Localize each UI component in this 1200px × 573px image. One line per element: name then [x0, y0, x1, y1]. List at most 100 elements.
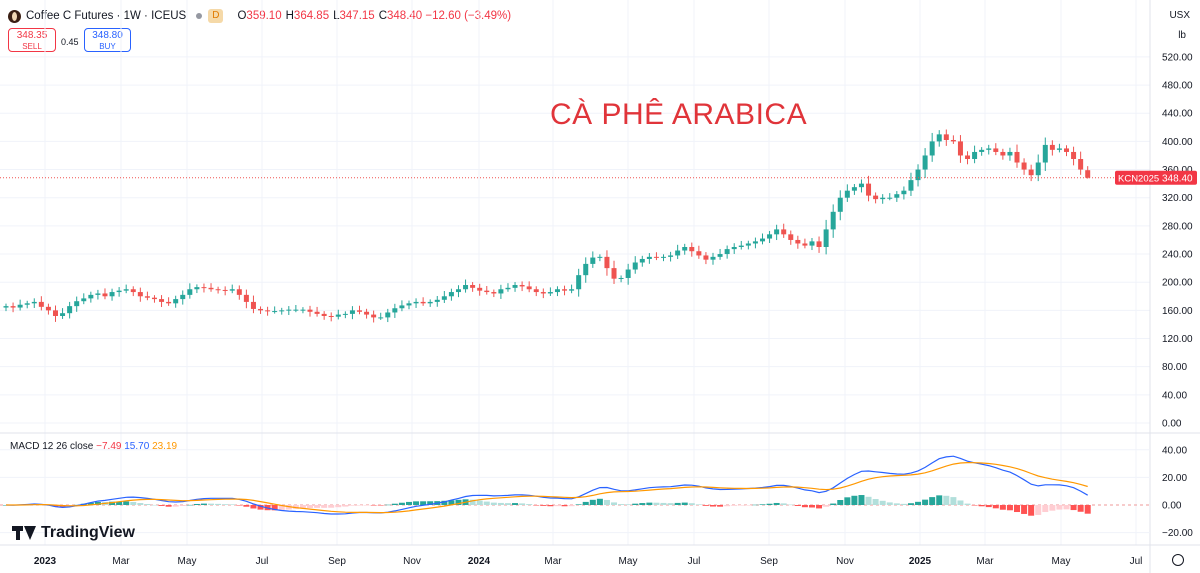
candle-body — [385, 312, 391, 318]
macd-histogram-bar — [879, 500, 886, 505]
macd-histogram-bar — [872, 499, 879, 505]
macd-histogram-bar — [278, 505, 285, 511]
macd-histogram-bar — [427, 501, 434, 505]
candle-body — [427, 301, 433, 304]
macd-histogram-bar — [625, 504, 632, 505]
candle-body — [67, 306, 73, 314]
candle-body — [795, 239, 801, 244]
macd-histogram-bar — [596, 498, 603, 505]
last-price-tag — [1115, 170, 1197, 185]
candle-body — [710, 256, 716, 260]
settings-gear-icon[interactable] — [1172, 554, 1184, 566]
macd-histogram-bar — [695, 504, 702, 505]
candle-body — [774, 229, 780, 235]
macd-histogram-bar — [158, 505, 165, 506]
macd-histogram-bar — [674, 502, 681, 505]
macd-histogram-bar — [547, 505, 554, 507]
macd-histogram-bar — [413, 501, 420, 505]
macd-histogram-bar — [985, 505, 992, 508]
macd-histogram-bar — [1056, 505, 1063, 510]
candle-body — [639, 258, 645, 263]
candle-body — [1028, 169, 1034, 176]
macd-histogram-bar — [335, 505, 342, 508]
macd-histogram-bar — [1063, 505, 1070, 510]
macd-histogram-bar — [907, 503, 914, 505]
candle-body — [236, 289, 242, 295]
macd-histogram-bar — [611, 502, 618, 505]
candle-body — [788, 234, 794, 240]
price-axis-label: 40.00 — [1162, 390, 1187, 401]
macd-histogram-bar — [589, 499, 596, 505]
macd-histogram-bar — [1014, 505, 1021, 513]
macd-histogram-bar — [165, 505, 172, 507]
candle-body — [201, 287, 207, 289]
candle-body — [243, 294, 249, 302]
last-price-value: 348.40 — [1162, 174, 1193, 185]
symbol-header[interactable]: Coffee C Futures · 1W · ICEUS D O 359.10 … — [8, 7, 511, 25]
macd-histogram-bar — [936, 495, 943, 505]
macd-histogram-bar — [441, 500, 448, 505]
macd-histogram-bar — [554, 505, 561, 507]
macd-histogram-bar — [915, 501, 922, 505]
macd-histogram-bar — [483, 501, 490, 505]
macd-histogram-bar — [851, 495, 858, 505]
candle-body — [823, 229, 829, 247]
candle-body — [915, 169, 921, 181]
candle-body — [1071, 151, 1077, 159]
candle-body — [512, 285, 518, 288]
macd-axis-label: 20.00 — [1162, 473, 1187, 484]
macd-histogram-bar — [299, 505, 306, 509]
candle-body — [986, 148, 992, 150]
macd-legend[interactable]: MACD 12 26 close −7.49 15.70 23.19 — [10, 441, 177, 452]
macd-histogram-bar — [377, 505, 384, 506]
macd-histogram-bar — [582, 501, 589, 505]
delayed-badge[interactable]: D — [208, 9, 224, 23]
macd-histogram-bar — [837, 500, 844, 505]
macd-histogram-bar — [1006, 505, 1013, 511]
macd-histogram-bar — [724, 505, 731, 507]
candle-body — [844, 190, 850, 198]
candle-body — [173, 299, 179, 304]
macd-histogram-bar — [200, 503, 207, 505]
candle-body — [357, 310, 362, 312]
macd-histogram-bar — [575, 504, 582, 505]
candle-body — [611, 268, 617, 279]
macd-histogram-bar — [243, 505, 250, 507]
macd-histogram-bar — [830, 503, 837, 505]
candle-body — [279, 310, 285, 312]
candle-body — [979, 149, 985, 152]
candle-body — [420, 301, 426, 304]
macd-histogram-bar — [886, 502, 893, 505]
candle-body — [222, 289, 228, 291]
low-value: 347.15 — [339, 10, 375, 22]
macd-signal-line — [6, 461, 1088, 514]
macd-histogram-bar — [738, 505, 745, 506]
macd-histogram-bar — [1049, 505, 1056, 511]
macd-axis-label: 40.00 — [1162, 445, 1187, 456]
candle-body — [52, 310, 58, 316]
close-value: 348.40 — [387, 10, 423, 22]
sell-button[interactable]: 348.35 SELL — [8, 28, 56, 52]
candle-body — [745, 243, 751, 246]
time-axis-label: 2023 — [34, 556, 57, 567]
candle-body — [74, 301, 80, 307]
unit-selector[interactable]: lb — [1178, 30, 1186, 41]
macd-histogram-bar — [137, 503, 144, 505]
candle-body — [137, 292, 143, 297]
candle-body — [413, 301, 419, 304]
candle-body — [286, 309, 292, 311]
macd-histogram-bar — [681, 502, 688, 505]
time-axis-label: Nov — [403, 556, 421, 567]
currency-selector[interactable]: USX — [1169, 10, 1190, 21]
macd-histogram-bar — [773, 502, 780, 505]
candle-body — [901, 190, 907, 195]
macd-histogram-bar — [745, 505, 752, 506]
macd-histogram-bar — [179, 505, 186, 506]
buy-button[interactable]: 348.80 BUY — [84, 28, 131, 52]
macd-histogram-bar — [943, 495, 950, 505]
chart-watermark: CÀ PHÊ ARABICA — [550, 98, 808, 131]
price-axis-label: 320.00 — [1162, 193, 1193, 204]
tradingview-logo[interactable]: TradingView — [12, 524, 135, 542]
macd-histogram-bar — [816, 505, 823, 509]
